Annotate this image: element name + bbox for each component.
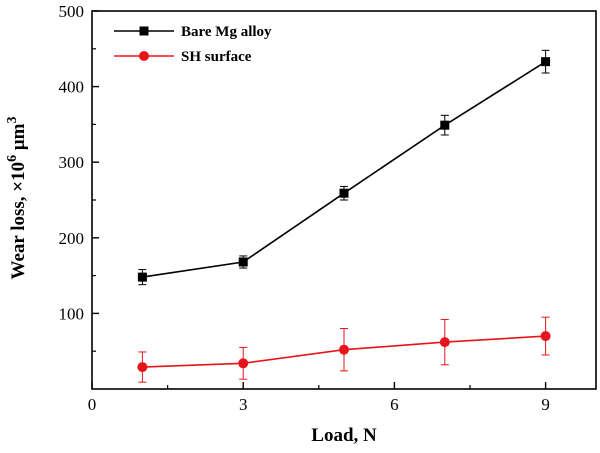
- data-point: [339, 188, 349, 198]
- series-line: [142, 61, 547, 278]
- x-tick-label: 6: [390, 395, 399, 414]
- x-tick-label: 9: [541, 395, 550, 414]
- data-point: [339, 344, 349, 355]
- x-tick-label: 0: [88, 395, 97, 414]
- y-axis-label-prefix: Wear loss, ×10: [8, 162, 29, 280]
- legend-marker: [139, 26, 149, 36]
- y-axis-label-unit: μm: [8, 123, 29, 155]
- y-axis-label-unit-exponent: 3: [5, 117, 20, 124]
- legend: Bare Mg alloy SH surface: [114, 24, 272, 65]
- legend-label: Bare Mg alloy: [181, 24, 272, 40]
- legend-marker: [139, 51, 149, 61]
- data-point: [238, 358, 249, 369]
- series-1: [137, 49, 551, 286]
- y-tick-label: 500: [59, 2, 85, 21]
- y-tick-label: 300: [59, 153, 85, 172]
- data-point: [541, 57, 551, 67]
- series-2: [137, 316, 551, 383]
- plot-marks: [137, 49, 551, 383]
- legend-entry: Bare Mg alloy: [114, 24, 272, 40]
- data-point: [238, 257, 248, 267]
- data-point: [137, 272, 147, 282]
- y-tick-label: 200: [59, 229, 85, 248]
- legend-entry: SH surface: [114, 49, 252, 65]
- x-tick-label: 3: [239, 395, 248, 414]
- data-point: [137, 362, 148, 373]
- x-axis-label: Load, N: [311, 425, 377, 446]
- y-axis-label-exponent: 6: [5, 155, 20, 162]
- data-point: [439, 337, 450, 348]
- data-point: [440, 120, 450, 130]
- data-point: [540, 331, 551, 342]
- legend-label: SH surface: [181, 49, 252, 65]
- y-axis-label: Wear loss, ×106 μm3: [5, 117, 29, 280]
- ticks: 0 3 6 9 100 200 300 400 500: [59, 2, 550, 414]
- y-tick-label: 400: [59, 78, 85, 97]
- y-tick-label: 100: [59, 304, 85, 323]
